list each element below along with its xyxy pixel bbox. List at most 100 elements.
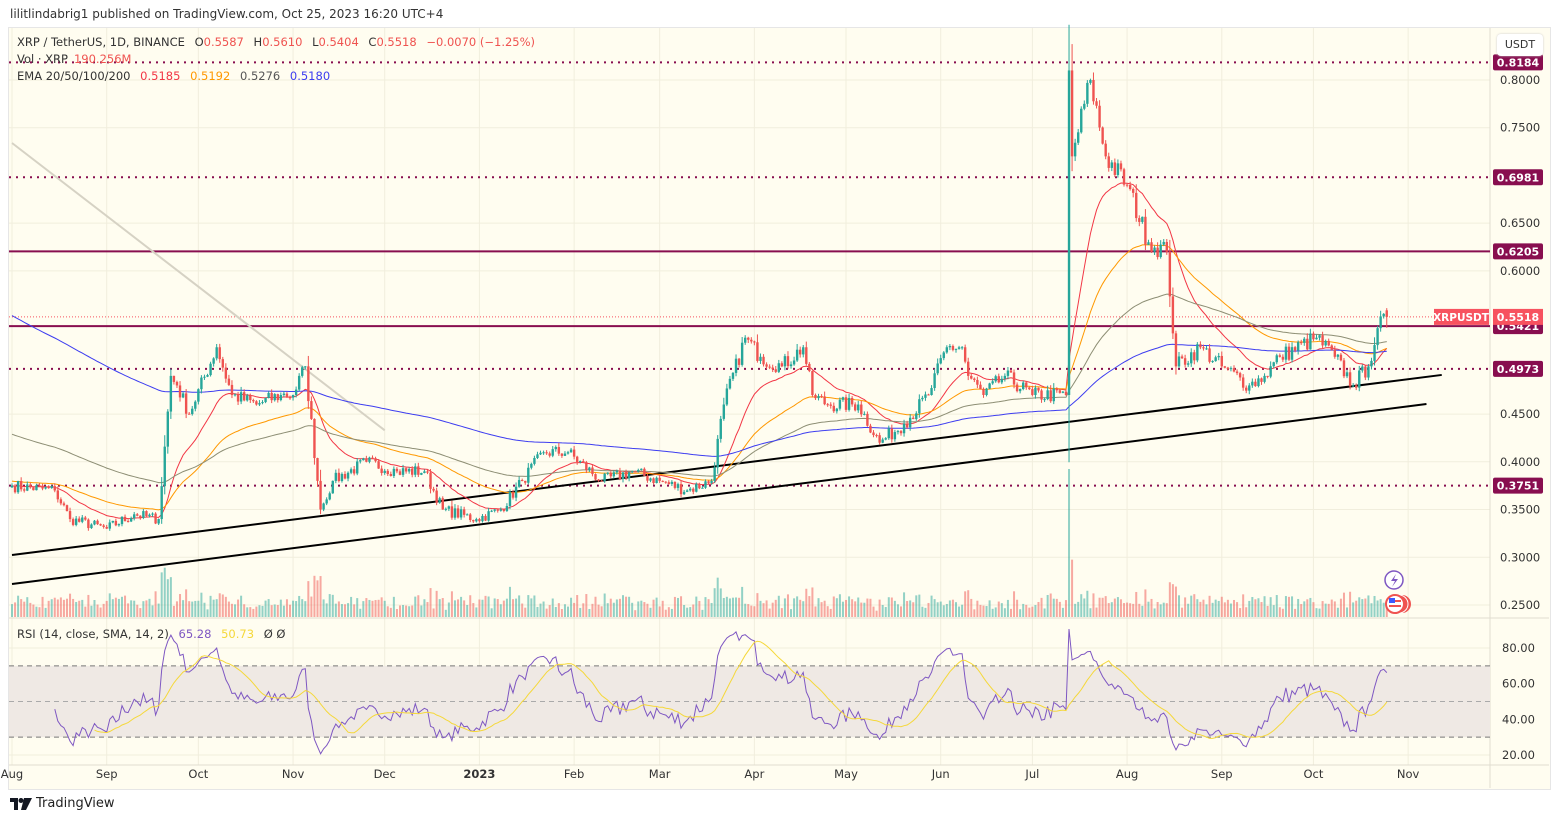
volume-bar [893, 600, 896, 617]
volume-bar [47, 600, 50, 617]
volume-bar [105, 600, 108, 617]
candle-body [884, 438, 887, 440]
candle-body [912, 417, 915, 420]
volume-bar [426, 602, 429, 617]
candle-body [1058, 390, 1062, 393]
ema100-line [11, 293, 1387, 484]
trendline[interactable] [11, 373, 1442, 556]
candle-body [1122, 169, 1126, 185]
volume-bar [1233, 599, 1235, 617]
volume-bar [622, 595, 624, 617]
volume-bar [307, 581, 310, 617]
volume-bar [172, 605, 175, 617]
volume-bar [728, 598, 731, 617]
candle-body [74, 518, 78, 525]
volume-bar [560, 609, 563, 617]
ema-label[interactable]: EMA 20/50/100/200 [17, 69, 131, 83]
trendline[interactable] [11, 142, 386, 432]
candle-body [771, 367, 774, 370]
candle-body [365, 458, 368, 462]
volume-bar [762, 603, 765, 617]
candle-body [630, 471, 634, 473]
footer-brand[interactable]: TradingView [36, 796, 115, 811]
volume-bar [667, 607, 670, 617]
us-flag-event-icon[interactable] [1385, 594, 1411, 614]
time-axis-label: Aug [1116, 767, 1138, 781]
candle-body [786, 356, 790, 367]
volume-bar [857, 597, 860, 617]
level-tag-label: 0.6205 [1497, 245, 1539, 258]
candle-body [417, 466, 420, 475]
volume-bar [1226, 599, 1229, 617]
candle-body [579, 461, 582, 463]
volume-bar [304, 601, 307, 617]
candle-body [1064, 391, 1068, 395]
volume-bar [1025, 604, 1028, 617]
candle-body [294, 389, 298, 395]
candle-body [612, 472, 616, 477]
candle-body [81, 517, 84, 522]
candle-body [441, 498, 444, 510]
candle-body [652, 478, 655, 484]
volume-bar [634, 610, 637, 617]
candle-body [963, 347, 967, 362]
chart-frame[interactable] [8, 27, 1551, 790]
candle-body [230, 384, 234, 395]
volume-label[interactable]: Vol · XRP [17, 52, 68, 66]
rsi-extra: Ø Ø [263, 627, 286, 641]
volume-bar [148, 598, 151, 617]
volume-bar [951, 599, 954, 617]
volume-bar [930, 595, 933, 617]
candle-body [1300, 342, 1303, 344]
volume-bar [841, 601, 844, 617]
candle-body [1260, 378, 1263, 382]
volume-bar [75, 601, 78, 617]
candle-body [679, 484, 683, 495]
symbol-title[interactable]: XRP / TetherUS, 1D, BINANCE [17, 35, 185, 49]
volume-bar [463, 600, 466, 617]
volume-bar [1352, 602, 1355, 617]
volume-bar [527, 595, 530, 617]
candle-body [902, 423, 906, 434]
candle-body [609, 472, 612, 477]
candle-body [310, 401, 313, 419]
candle-body [954, 348, 958, 350]
lightning-event-icon[interactable] [1384, 570, 1404, 590]
candle-body [560, 453, 564, 456]
volume-bar [774, 599, 777, 617]
volume-bar [383, 600, 386, 617]
volume-bar [1263, 596, 1266, 617]
candle-body [264, 398, 267, 403]
volume-bar [62, 599, 65, 617]
volume-bar [646, 603, 649, 617]
rsi-axis-label: 40.00 [1502, 712, 1535, 726]
candle-body [740, 342, 744, 365]
volume-bar [1364, 598, 1367, 617]
volume-bar [133, 600, 136, 617]
volume-bar [203, 602, 206, 617]
price-axis-label: 0.2500 [1500, 598, 1540, 612]
volume-bar [900, 606, 903, 617]
candle-body [872, 432, 875, 436]
rsi-label[interactable]: RSI (14, close, SMA, 14, 2) [17, 627, 169, 641]
volume-bar [362, 601, 365, 617]
volume-bar [1037, 602, 1040, 617]
volume-bar [157, 603, 160, 617]
volume-bar [631, 602, 634, 617]
candle-body [194, 401, 197, 409]
candle-body [970, 375, 973, 379]
currency-button[interactable]: USDT [1497, 34, 1543, 56]
volume-bar [264, 600, 267, 617]
trendline[interactable] [11, 402, 1427, 585]
volume-bar [988, 600, 991, 617]
candle-body [1153, 247, 1156, 252]
volume-bar [692, 604, 695, 617]
volume-bar [206, 609, 209, 617]
time-axis-label: May [834, 767, 858, 781]
volume-bar [1147, 601, 1150, 617]
candle-body [401, 468, 405, 475]
volume-bar [237, 599, 240, 617]
price-axis-label: 0.3000 [1500, 550, 1540, 564]
candle-body [960, 347, 964, 349]
